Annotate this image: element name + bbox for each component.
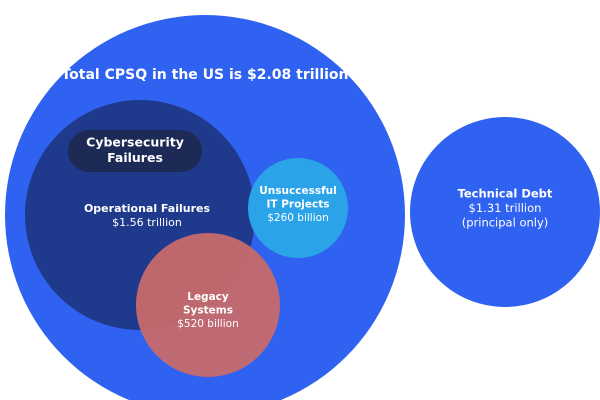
node-label: Systems xyxy=(183,305,233,317)
node-label: Cybersecurity xyxy=(86,135,184,150)
technical-debt-circle xyxy=(410,117,600,307)
it-projects-circle xyxy=(248,158,348,258)
node-label: Operational Failures xyxy=(84,202,211,215)
cybersecurity-pill xyxy=(68,130,202,172)
node-value: $520 billion xyxy=(177,318,238,330)
node-value: $260 billion xyxy=(267,212,328,224)
title: Total CPSQ in the US is $2.08 trillion xyxy=(61,67,348,83)
node-value: (principal only) xyxy=(462,216,549,230)
node-value: $1.31 trillion xyxy=(469,201,542,215)
node-label: Technical Debt xyxy=(458,187,553,201)
node-label: Unsuccessful xyxy=(259,185,336,197)
node-label: Failures xyxy=(107,150,163,165)
node-value: $1.56 trillion xyxy=(112,216,182,229)
legacy-circle xyxy=(136,233,280,377)
node-label: Legacy xyxy=(187,291,229,303)
node-label: IT Projects xyxy=(266,199,329,211)
